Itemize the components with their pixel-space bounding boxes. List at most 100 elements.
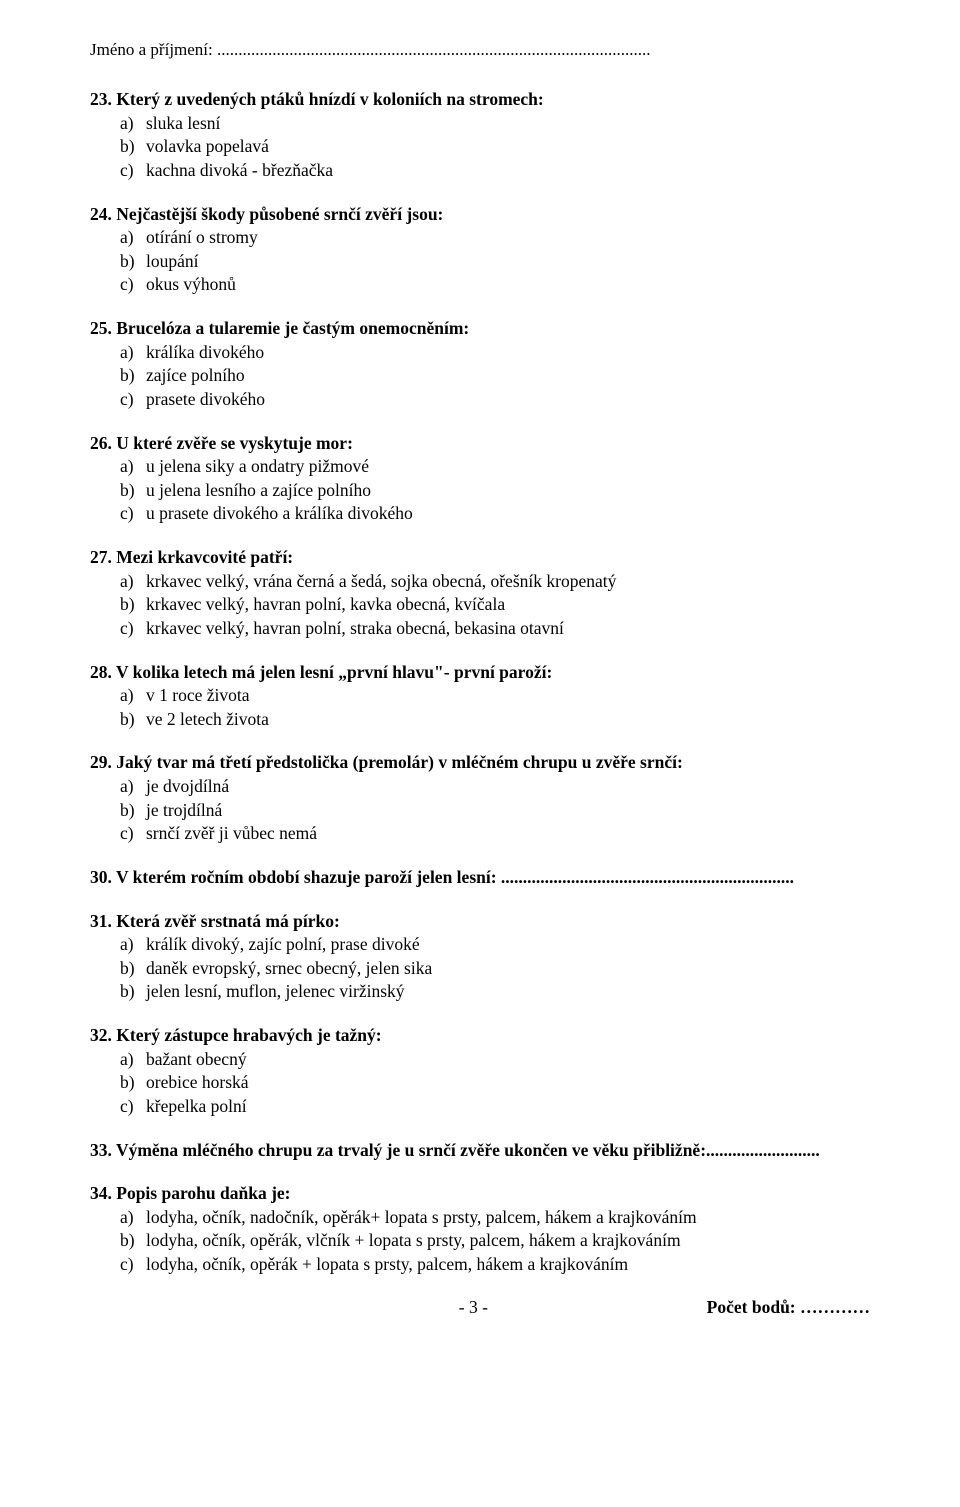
option-text: volavka popelavá (146, 135, 269, 159)
option: b)volavka popelavá (120, 135, 870, 159)
question: 29. Jaký tvar má třetí předstolička (pre… (90, 751, 870, 846)
option-text: srnčí zvěř ji vůbec nemá (146, 822, 317, 846)
option: b)loupání (120, 250, 870, 274)
question: 30. V kterém ročním období shazuje parož… (90, 866, 870, 890)
options-list: a)bažant obecnýb)orebice horskác)křepelk… (90, 1048, 870, 1119)
option-letter: b) (120, 364, 146, 388)
option-letter: b) (120, 1071, 146, 1095)
options-list: a)lodyha, očník, nadočník, opěrák+ lopat… (90, 1206, 870, 1277)
question-prompt: U které zvěře se vyskytuje mor: (116, 433, 353, 453)
option: a)bažant obecný (120, 1048, 870, 1072)
option: c)křepelka polní (120, 1095, 870, 1119)
question-prompt: Popis parohu daňka je: (116, 1183, 290, 1203)
option-letter: b) (120, 799, 146, 823)
option: b)krkavec velký, havran polní, kavka obe… (120, 593, 870, 617)
question: 26. U které zvěře se vyskytuje mor:a)u j… (90, 432, 870, 527)
option-letter: c) (120, 1253, 146, 1277)
option-text: králík divoký, zajíc polní, prase divoké (146, 933, 420, 957)
option-text: orebice horská (146, 1071, 249, 1095)
option-letter: b) (120, 980, 146, 1004)
option-letter: a) (120, 1206, 146, 1230)
question-prompt: V kterém ročním období shazuje paroží je… (116, 867, 501, 887)
option-letter: a) (120, 112, 146, 136)
option: b)jelen lesní, muflon, jelenec viržinský (120, 980, 870, 1004)
option-letter: a) (120, 775, 146, 799)
question: 23. Který z uvedených ptáků hnízdí v kol… (90, 88, 870, 183)
option: c)srnčí zvěř ji vůbec nemá (120, 822, 870, 846)
options-list: a)králíka divokéhob)zajíce polníhoc)pras… (90, 341, 870, 412)
question-text: 24. Nejčastější škody působené srnčí zvě… (90, 203, 870, 227)
option: a)v 1 roce života (120, 684, 870, 708)
question: 34. Popis parohu daňka je:a)lodyha, oční… (90, 1182, 870, 1277)
question-number: 23. (90, 89, 116, 109)
question-text: 28. V kolika letech má jelen lesní „prvn… (90, 661, 870, 685)
option-text: lodyha, očník, nadočník, opěrák+ lopata … (146, 1206, 697, 1230)
option-letter: b) (120, 957, 146, 981)
option: c)krkavec velký, havran polní, straka ob… (120, 617, 870, 641)
option-letter: a) (120, 1048, 146, 1072)
option-text: krkavec velký, havran polní, kavka obecn… (146, 593, 505, 617)
question-prompt: Který zástupce hrabavých je tažný: (116, 1025, 381, 1045)
question-prompt: Brucelóza a tularemie je častým onemocně… (116, 318, 469, 338)
option-letter: b) (120, 250, 146, 274)
option-text: lodyha, očník, opěrák + lopata s prsty, … (146, 1253, 628, 1277)
option-text: jelen lesní, muflon, jelenec viržinský (146, 980, 405, 1004)
option-text: u jelena lesního a zajíce polního (146, 479, 371, 503)
document-page: Jméno a příjmení: ......................… (0, 0, 960, 1348)
option: a)u jelena siky a ondatry pižmové (120, 455, 870, 479)
option-letter: c) (120, 159, 146, 183)
question-text: 26. U které zvěře se vyskytuje mor: (90, 432, 870, 456)
option-letter: c) (120, 617, 146, 641)
question-text: 32. Který zástupce hrabavých je tažný: (90, 1024, 870, 1048)
question: 31. Která zvěř srstnatá má pírko:a)králí… (90, 910, 870, 1005)
question-text: 25. Brucelóza a tularemie je častým onem… (90, 317, 870, 341)
option-letter: a) (120, 226, 146, 250)
question-text: 30. V kterém ročním období shazuje parož… (90, 866, 870, 890)
option-text: je trojdílná (146, 799, 222, 823)
option: c)prasete divokého (120, 388, 870, 412)
name-label: Jméno a příjmení: (90, 40, 217, 59)
question-number: 33. (90, 1140, 116, 1160)
fill-in-dots: ........................................… (501, 867, 794, 887)
question-number: 27. (90, 547, 116, 567)
question-prompt: Mezi krkavcovité patří: (116, 547, 293, 567)
option-text: daněk evropský, srnec obecný, jelen sika (146, 957, 432, 981)
name-field-line: Jméno a příjmení: ......................… (90, 40, 870, 60)
option: b)orebice horská (120, 1071, 870, 1095)
option: c)okus výhonů (120, 273, 870, 297)
option: c)u prasete divokého a králíka divokého (120, 502, 870, 526)
options-list: a)králík divoký, zajíc polní, prase divo… (90, 933, 870, 1004)
option: b)je trojdílná (120, 799, 870, 823)
option-letter: a) (120, 933, 146, 957)
option-text: krkavec velký, vrána černá a šedá, sojka… (146, 570, 616, 594)
question-number: 32. (90, 1025, 116, 1045)
option-letter: a) (120, 455, 146, 479)
question: 28. V kolika letech má jelen lesní „prvn… (90, 661, 870, 732)
options-list: a)otírání o stromyb)loupáníc)okus výhonů (90, 226, 870, 297)
question-number: 26. (90, 433, 116, 453)
options-list: a)u jelena siky a ondatry pižmovéb)u jel… (90, 455, 870, 526)
option-letter: b) (120, 708, 146, 732)
points-text: Počet bodů: (707, 1297, 800, 1317)
option-letter: a) (120, 570, 146, 594)
option: b)ve 2 letech života (120, 708, 870, 732)
question-prompt: Výměna mléčného chrupu za trvalý je u sr… (116, 1140, 706, 1160)
options-list: a)sluka lesníb)volavka popelavác)kachna … (90, 112, 870, 183)
question-number: 24. (90, 204, 116, 224)
option-letter: b) (120, 1229, 146, 1253)
question-number: 31. (90, 911, 116, 931)
option-text: krkavec velký, havran polní, straka obec… (146, 617, 564, 641)
option: b)daněk evropský, srnec obecný, jelen si… (120, 957, 870, 981)
question-prompt: Nejčastější škody působené srnčí zvěří j… (116, 204, 443, 224)
option-text: u jelena siky a ondatry pižmové (146, 455, 369, 479)
page-footer: - 3 - Počet bodů: ………… (90, 1297, 870, 1318)
option-text: králíka divokého (146, 341, 264, 365)
question-prompt: Jaký tvar má třetí předstolička (premolá… (116, 752, 683, 772)
question: 33. Výměna mléčného chrupu za trvalý je … (90, 1139, 870, 1163)
question-text: 27. Mezi krkavcovité patří: (90, 546, 870, 570)
option-text: ve 2 letech života (146, 708, 269, 732)
option-text: sluka lesní (146, 112, 220, 136)
question-number: 30. (90, 867, 116, 887)
option-letter: c) (120, 822, 146, 846)
option-text: prasete divokého (146, 388, 265, 412)
